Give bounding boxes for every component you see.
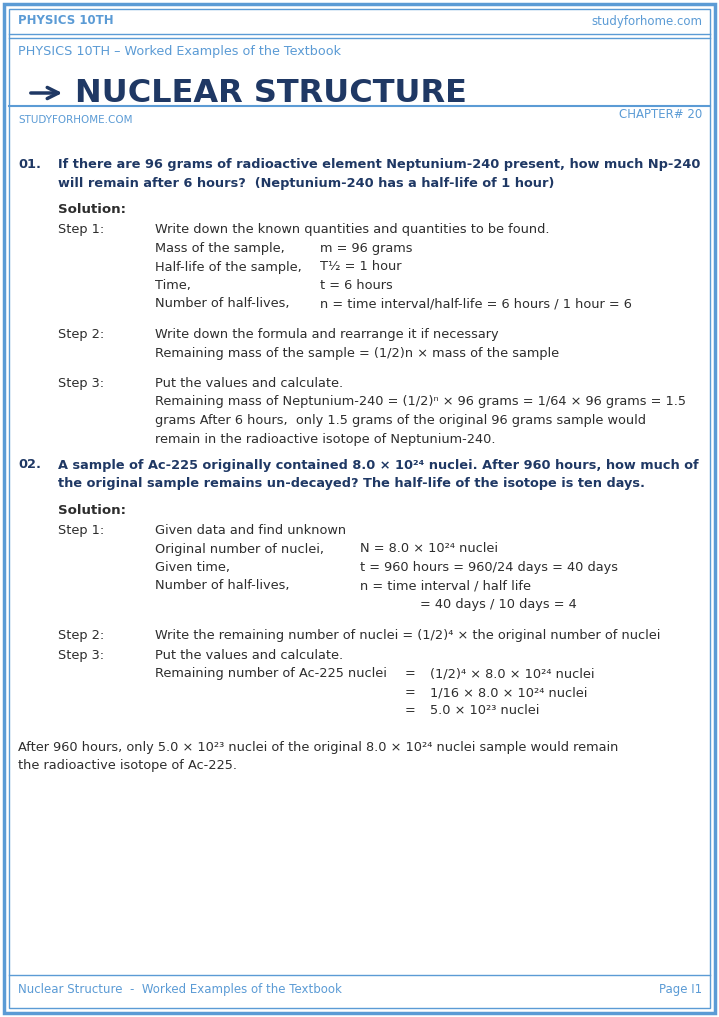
Text: the radioactive isotope of Ac-225.: the radioactive isotope of Ac-225. xyxy=(18,760,237,773)
Text: (1/2)⁴ × 8.0 × 10²⁴ nuclei: (1/2)⁴ × 8.0 × 10²⁴ nuclei xyxy=(430,667,595,680)
Text: A sample of Ac-225 originally contained 8.0 × 10²⁴ nuclei. After 960 hours, how : A sample of Ac-225 originally contained … xyxy=(58,459,699,472)
Text: Write the remaining number of nuclei = (1/2)⁴ × the original number of nuclei: Write the remaining number of nuclei = (… xyxy=(155,629,660,642)
Text: Remaining mass of Neptunium-240 = (1/2)ⁿ × 96 grams = 1/64 × 96 grams = 1.5: Remaining mass of Neptunium-240 = (1/2)ⁿ… xyxy=(155,396,686,409)
Text: studyforhome.com: studyforhome.com xyxy=(142,350,638,690)
Text: 1/16 × 8.0 × 10²⁴ nuclei: 1/16 × 8.0 × 10²⁴ nuclei xyxy=(430,686,587,699)
Text: STUDYFORHOME.COM: STUDYFORHOME.COM xyxy=(18,115,132,125)
Text: studyforhome.com: studyforhome.com xyxy=(591,14,702,27)
Text: Page I1: Page I1 xyxy=(659,983,702,997)
Text: Put the values and calculate.: Put the values and calculate. xyxy=(155,377,343,390)
Text: Number of half-lives,: Number of half-lives, xyxy=(155,298,290,310)
Text: Solution:: Solution: xyxy=(58,503,126,517)
Text: Original number of nuclei,: Original number of nuclei, xyxy=(155,542,324,555)
Text: Step 2:: Step 2: xyxy=(58,629,104,642)
Text: N = 8.0 × 10²⁴ nuclei: N = 8.0 × 10²⁴ nuclei xyxy=(360,542,498,555)
Text: t = 960 hours = 960/24 days = 40 days: t = 960 hours = 960/24 days = 40 days xyxy=(360,561,618,574)
Text: Step 3:: Step 3: xyxy=(58,377,104,390)
Text: PHYSICS 10TH – Worked Examples of the Textbook: PHYSICS 10TH – Worked Examples of the Te… xyxy=(18,46,341,59)
Text: Step 3:: Step 3: xyxy=(58,649,104,662)
Text: 5.0 × 10²³ nuclei: 5.0 × 10²³ nuclei xyxy=(430,705,539,718)
Text: Put the values and calculate.: Put the values and calculate. xyxy=(155,649,343,662)
Text: 02.: 02. xyxy=(18,459,41,472)
Text: Solution:: Solution: xyxy=(58,203,126,216)
Text: grams After 6 hours,  only 1.5 grams of the original 96 grams sample would: grams After 6 hours, only 1.5 grams of t… xyxy=(155,414,646,427)
Text: will remain after 6 hours?  (Neptunium-240 has a half-life of 1 hour): will remain after 6 hours? (Neptunium-24… xyxy=(58,177,554,189)
Text: =: = xyxy=(405,667,416,680)
Text: = 40 days / 10 days = 4: = 40 days / 10 days = 4 xyxy=(420,598,577,611)
Text: Step 1:: Step 1: xyxy=(58,524,104,537)
Text: Step 1:: Step 1: xyxy=(58,224,104,237)
Text: 01.: 01. xyxy=(18,158,41,171)
Text: Nuclear Structure  -  Worked Examples of the Textbook: Nuclear Structure - Worked Examples of t… xyxy=(18,983,342,997)
Text: CHAPTER# 20: CHAPTER# 20 xyxy=(619,109,702,121)
Text: Given data and find unknown: Given data and find unknown xyxy=(155,524,346,537)
Text: =: = xyxy=(405,705,416,718)
Text: Mass of the sample,: Mass of the sample, xyxy=(155,242,285,255)
Text: Given time,: Given time, xyxy=(155,561,230,574)
Text: PHYSICS 10TH: PHYSICS 10TH xyxy=(18,14,114,27)
Text: After 960 hours, only 5.0 × 10²³ nuclei of the original 8.0 × 10²⁴ nuclei sample: After 960 hours, only 5.0 × 10²³ nuclei … xyxy=(18,741,618,754)
Text: remain in the radioactive isotope of Neptunium-240.: remain in the radioactive isotope of Nep… xyxy=(155,432,495,445)
Text: Remaining number of Ac-225 nuclei: Remaining number of Ac-225 nuclei xyxy=(155,667,387,680)
Text: Half-life of the sample,: Half-life of the sample, xyxy=(155,260,302,274)
Text: Remaining mass of the sample = (1/2)n × mass of the sample: Remaining mass of the sample = (1/2)n × … xyxy=(155,347,559,359)
Text: If there are 96 grams of radioactive element Neptunium-240 present, how much Np-: If there are 96 grams of radioactive ele… xyxy=(58,158,700,171)
Text: =: = xyxy=(405,686,416,699)
Text: Write down the known quantities and quantities to be found.: Write down the known quantities and quan… xyxy=(155,224,549,237)
Text: Number of half-lives,: Number of half-lives, xyxy=(155,580,290,593)
Text: m = 96 grams: m = 96 grams xyxy=(320,242,413,255)
Text: Write down the formula and rearrange it if necessary: Write down the formula and rearrange it … xyxy=(155,328,498,341)
Text: n = time interval/half-life = 6 hours / 1 hour = 6: n = time interval/half-life = 6 hours / … xyxy=(320,298,632,310)
Text: t = 6 hours: t = 6 hours xyxy=(320,279,393,292)
Text: NUCLEAR STRUCTURE: NUCLEAR STRUCTURE xyxy=(75,77,467,109)
Text: T½ = 1 hour: T½ = 1 hour xyxy=(320,260,401,274)
Text: Time,: Time, xyxy=(155,279,191,292)
Text: n = time interval / half life: n = time interval / half life xyxy=(360,580,531,593)
Text: Step 2:: Step 2: xyxy=(58,328,104,341)
Text: the original sample remains un-decayed? The half-life of the isotope is ten days: the original sample remains un-decayed? … xyxy=(58,477,645,490)
